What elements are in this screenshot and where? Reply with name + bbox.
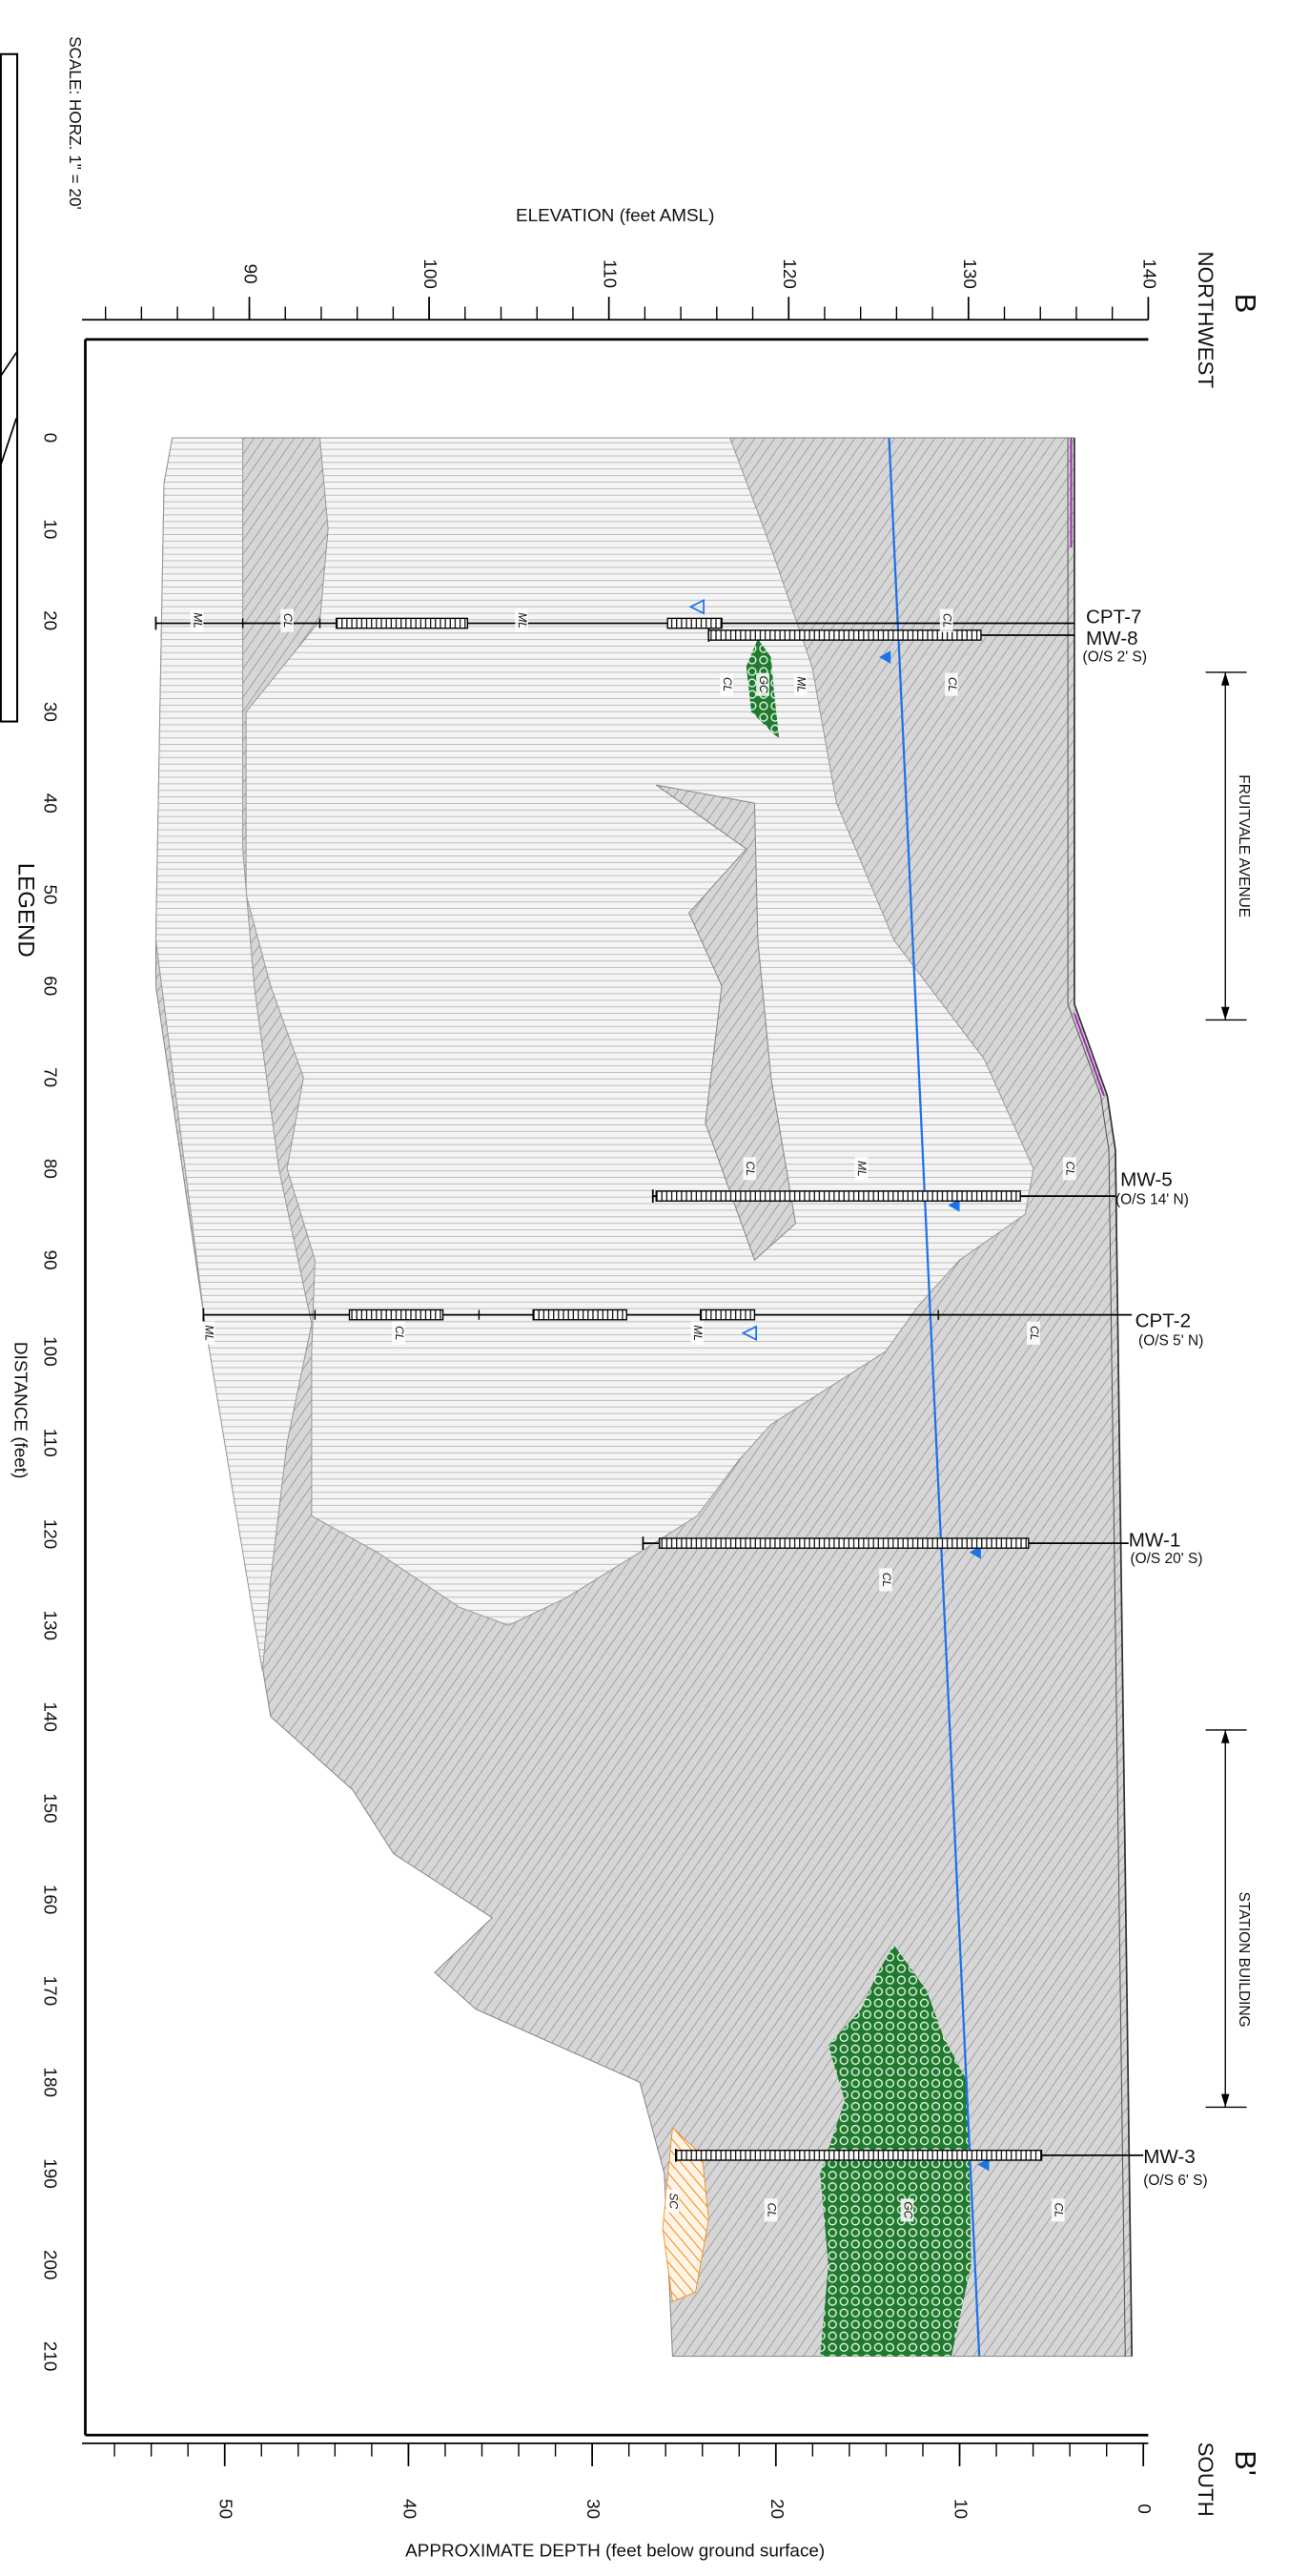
soil-label: CL xyxy=(941,613,954,628)
distance-tick-label: 170 xyxy=(40,1976,60,2007)
elevation-tick-label: 100 xyxy=(419,258,440,289)
soil-label: GC xyxy=(901,2201,914,2218)
well-offset: (O/S 5' N) xyxy=(1138,1333,1203,1350)
well-name: CPT-2 xyxy=(1135,1309,1191,1331)
distance-tick-label: 200 xyxy=(40,2250,60,2280)
feature-label: FRUITVALE AVENUE xyxy=(1236,774,1252,917)
section-direction: SOUTH xyxy=(1194,2442,1217,2517)
soil-label: ML xyxy=(855,1161,869,1177)
soil-label: ML xyxy=(191,612,204,629)
distance-tick-label: 20 xyxy=(40,610,60,630)
distance-tick-label: 210 xyxy=(40,2341,60,2372)
page: 90100110120130140ELEVATION (feet AMSL)01… xyxy=(0,0,1309,2571)
well-offset: (O/S 2' S) xyxy=(1083,649,1147,666)
cross-section: 90100110120130140ELEVATION (feet AMSL)01… xyxy=(0,0,1309,2571)
soil-label: CL xyxy=(1028,1326,1041,1340)
section-direction: NORTHWEST xyxy=(1194,252,1217,389)
soil-label: SC xyxy=(666,2193,680,2209)
soil-label: GC xyxy=(757,676,770,693)
well-screen xyxy=(349,1309,442,1319)
soil-label: CL xyxy=(1053,2203,1066,2217)
well-name: MW-8 xyxy=(1086,628,1138,649)
well-offset: (O/S 20' S) xyxy=(1130,1551,1202,1567)
depth-title: APPROXIMATE DEPTH (feet below ground sur… xyxy=(405,2541,825,2561)
soil-label: CL xyxy=(1064,1162,1077,1176)
well-screen xyxy=(656,1191,1020,1201)
distance-title: DISTANCE (feet) xyxy=(10,1342,31,1479)
distance-tick-label: 90 xyxy=(40,1250,60,1270)
well-screen xyxy=(701,1309,755,1319)
soil-label: CL xyxy=(946,677,959,691)
soil-label: ML xyxy=(516,612,529,629)
well-offset: (O/S 14' N) xyxy=(1115,1192,1189,1208)
feature-label: STATION BUILDING xyxy=(1236,1892,1252,2028)
scale-note: SCALE: HORZ. 1" = 20' xyxy=(66,36,85,210)
section-letter: B' xyxy=(1229,2450,1262,2476)
distance-tick-label: 180 xyxy=(40,2067,60,2097)
elevation-tick-label: 140 xyxy=(1138,258,1158,289)
distance-tick-label: 70 xyxy=(40,1067,60,1087)
elevation-tick-label: 110 xyxy=(600,259,620,288)
elevation-tick-label: 130 xyxy=(959,258,979,289)
distance-tick-label: 150 xyxy=(40,1793,60,1824)
legend-box xyxy=(1,54,17,722)
distance-tick-label: 130 xyxy=(40,1611,60,1641)
depth-tick-label: 10 xyxy=(951,2499,971,2519)
distance-tick-label: 110 xyxy=(40,1429,60,1457)
well-screen xyxy=(676,2151,1042,2160)
soil-label: CL xyxy=(393,1326,406,1340)
soil-label: CL xyxy=(721,677,734,691)
distance-tick-label: 40 xyxy=(40,793,60,814)
soil-label: CL xyxy=(880,1573,893,1587)
depth-tick-label: 20 xyxy=(767,2499,787,2519)
distance-tick-label: 60 xyxy=(40,976,60,996)
soil-label: CL xyxy=(765,2203,778,2217)
depth-tick-label: 50 xyxy=(215,2499,235,2519)
distance-tick-label: 120 xyxy=(40,1519,60,1550)
distance-tick-label: 190 xyxy=(40,2158,60,2189)
section-letter: B xyxy=(1229,294,1262,314)
distance-tick-label: 10 xyxy=(40,519,60,539)
well-screen xyxy=(660,1538,1029,1548)
distance-tick-label: 0 xyxy=(40,433,60,443)
legend-title: LEGEND xyxy=(12,863,38,958)
distance-tick-label: 80 xyxy=(40,1159,60,1179)
elevation-tick-label: 120 xyxy=(779,258,799,289)
soil-label: CL xyxy=(281,613,295,628)
well-name: CPT-7 xyxy=(1086,607,1141,629)
well-screen xyxy=(337,618,468,628)
depth-tick-label: 30 xyxy=(583,2499,603,2519)
distance-tick-label: 50 xyxy=(40,884,60,904)
soil-layers xyxy=(155,438,1132,2357)
soil-label: ML xyxy=(691,1325,705,1341)
distance-tick-label: 30 xyxy=(40,702,60,722)
soil-label: ML xyxy=(794,676,808,692)
well-name: MW-1 xyxy=(1129,1530,1181,1552)
soil-label: CL xyxy=(744,1162,757,1176)
well-name: MW-5 xyxy=(1120,1168,1173,1190)
well-screen xyxy=(667,618,722,628)
well-name: MW-3 xyxy=(1143,2146,1196,2168)
well-screen xyxy=(533,1309,626,1319)
distance-tick-label: 140 xyxy=(40,1701,60,1732)
elevation-tick-label: 90 xyxy=(240,264,260,284)
depth-tick-label: 40 xyxy=(399,2499,419,2519)
elevation-title: ELEVATION (feet AMSL) xyxy=(516,206,714,226)
soil-label: ML xyxy=(202,1325,215,1341)
distance-tick-label: 160 xyxy=(40,1885,60,1915)
depth-tick-label: 0 xyxy=(1134,2504,1154,2514)
well-offset: (O/S 6' S) xyxy=(1143,2173,1207,2189)
distance-tick-label: 100 xyxy=(40,1336,60,1367)
